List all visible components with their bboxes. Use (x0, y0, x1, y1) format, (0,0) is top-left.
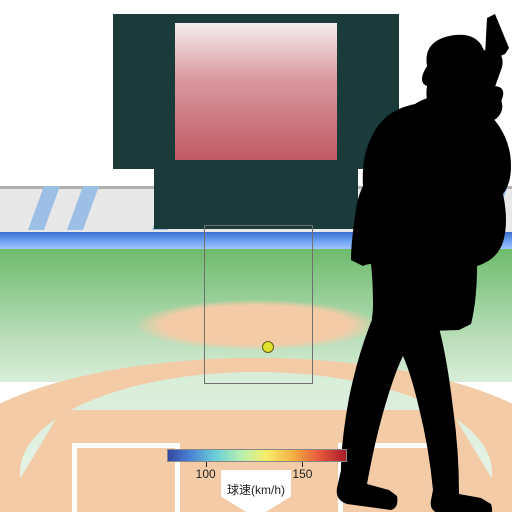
pitch-location-chart: 100 150 球速(km/h) (0, 0, 512, 512)
legend-tick-label: 100 (196, 467, 216, 481)
scoreboard-screen (175, 23, 337, 160)
pitch-marker (262, 341, 274, 353)
batter-silhouette (315, 14, 512, 512)
legend-tick-label: 150 (292, 467, 312, 481)
axis-label: 球速(km/h) (167, 481, 345, 498)
speed-legend: 100150 球速(km/h) (167, 449, 345, 493)
color-bar (167, 449, 347, 462)
batter-box-left (72, 443, 180, 512)
strike-zone (204, 225, 313, 384)
